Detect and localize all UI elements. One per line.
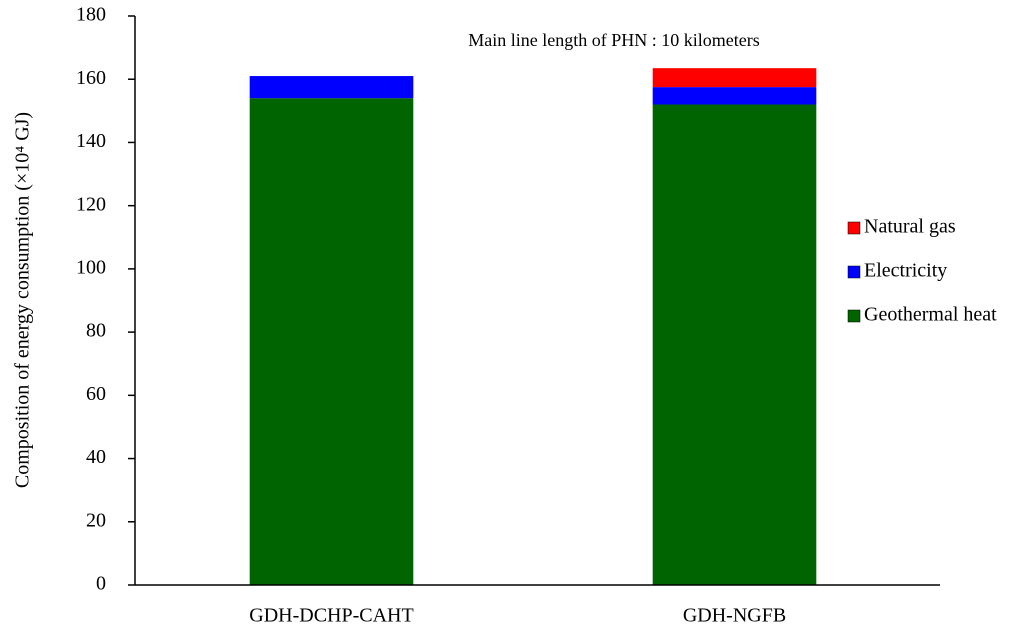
y-tick-label: 100 (76, 256, 106, 278)
bar-segment (652, 68, 817, 88)
y-tick-label: 0 (96, 573, 106, 595)
legend-label: Geothermal heat (864, 304, 997, 326)
annotation: Main line length of PHN : 10 kilometers (468, 30, 759, 50)
x-tick-label: GDH-NGFB (683, 605, 786, 627)
x-tick-label: GDH-DCHP-CAHT (249, 605, 413, 627)
y-tick-label: 140 (76, 130, 106, 152)
y-tick-label: 20 (86, 509, 106, 531)
y-tick-label: 120 (76, 193, 106, 215)
y-tick-label: 80 (86, 320, 106, 342)
bar-segment (249, 76, 414, 99)
legend-label: Natural gas (864, 216, 956, 238)
legend-swatch (847, 221, 861, 235)
y-tick-label: 40 (86, 446, 106, 468)
legend-label: Electricity (864, 260, 947, 282)
bar-segment (249, 98, 414, 585)
legend-swatch (847, 265, 861, 279)
legend-swatch (847, 309, 861, 323)
y-tick-label: 160 (76, 67, 106, 89)
y-tick-label: 180 (76, 4, 106, 26)
y-axis-label: Composition of energy consumption (×10⁴ … (12, 112, 34, 488)
y-tick-label: 60 (86, 383, 106, 405)
bar-segment (652, 87, 817, 105)
bar-segment (652, 104, 817, 585)
